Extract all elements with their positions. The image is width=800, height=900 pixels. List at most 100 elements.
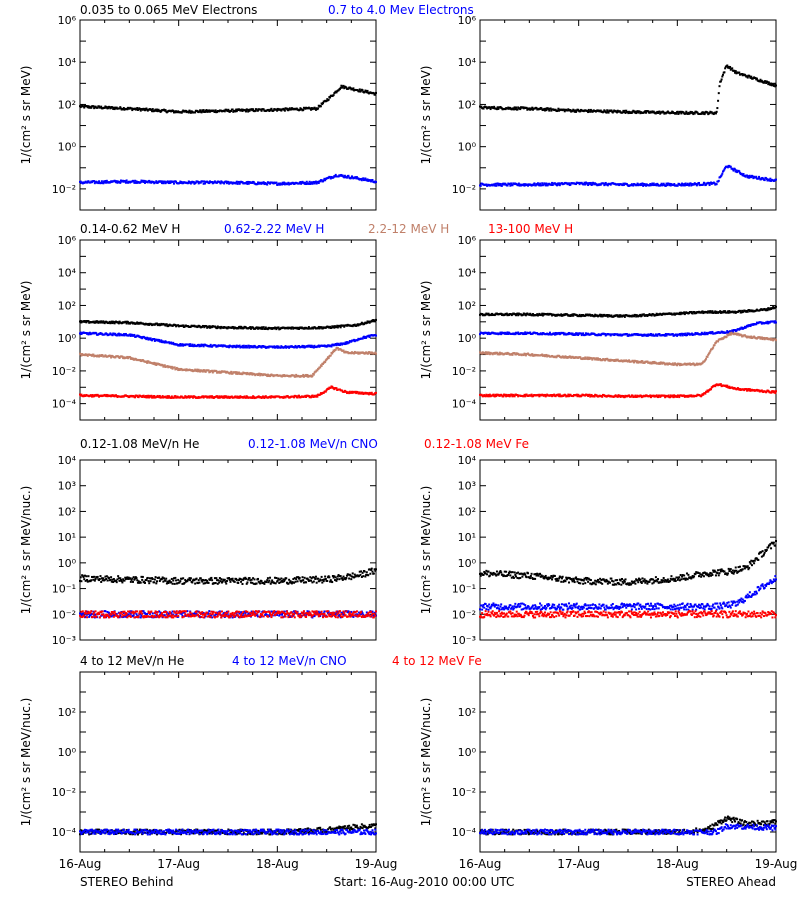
data-point	[737, 332, 740, 335]
data-point	[555, 183, 558, 186]
data-point	[760, 178, 763, 181]
data-point	[190, 344, 193, 347]
data-point	[228, 396, 231, 399]
data-point	[142, 181, 145, 184]
data-point	[641, 334, 644, 337]
series-1	[79, 331, 377, 349]
data-point	[647, 334, 650, 337]
ytick-label: 10⁴	[58, 56, 77, 69]
data-point	[628, 359, 631, 362]
data-point	[260, 326, 263, 329]
data-point	[614, 394, 617, 397]
plot-grid: 0.035 to 0.065 MeV Electrons 0.7 to 4.0 M…	[19, 3, 797, 871]
data-point	[551, 184, 554, 187]
data-point	[690, 310, 693, 313]
data-point	[526, 108, 529, 111]
data-point	[308, 180, 311, 183]
data-point	[310, 346, 313, 349]
data-point	[678, 313, 681, 316]
data-point	[656, 334, 659, 337]
data-point	[488, 393, 491, 396]
data-point	[325, 100, 328, 103]
data-point	[248, 346, 251, 349]
data-point	[556, 182, 559, 185]
data-point	[498, 182, 501, 185]
data-point	[350, 340, 353, 343]
data-point	[675, 112, 678, 115]
data-point	[335, 344, 338, 347]
ytick-label: 10²	[58, 299, 76, 312]
data-point	[262, 108, 265, 111]
data-point	[117, 332, 120, 335]
data-point	[718, 85, 721, 88]
data-point	[168, 180, 171, 183]
data-point	[177, 369, 180, 372]
data-point	[223, 182, 226, 185]
data-point	[618, 315, 621, 318]
data-point	[760, 336, 763, 339]
data-point	[697, 181, 700, 184]
data-point	[566, 109, 569, 112]
data-point	[606, 109, 609, 112]
data-point	[596, 358, 599, 361]
data-point	[115, 181, 118, 184]
data-point	[91, 354, 94, 357]
data-point	[279, 346, 282, 349]
ytick-label: 10⁻⁴	[52, 398, 77, 411]
data-point	[691, 312, 694, 315]
data-point	[495, 395, 498, 398]
data-point	[584, 314, 587, 317]
data-point	[88, 331, 91, 334]
data-point	[242, 344, 245, 347]
data-point	[603, 109, 606, 112]
ytick-label: 10⁻²	[52, 183, 76, 196]
data-point	[302, 181, 305, 184]
data-point	[517, 314, 520, 317]
data-point	[714, 112, 717, 115]
data-point	[623, 314, 626, 317]
data-point	[491, 312, 494, 315]
data-point	[294, 375, 297, 378]
data-point	[504, 182, 507, 185]
data-point	[693, 363, 696, 366]
data-point	[360, 392, 363, 395]
data-point	[333, 350, 336, 353]
data-point	[245, 372, 248, 375]
series-0	[79, 84, 377, 114]
data-point	[639, 313, 642, 316]
data-point	[159, 340, 162, 343]
data-point	[231, 346, 234, 349]
data-point	[511, 395, 514, 398]
data-point	[263, 397, 266, 400]
data-point	[252, 346, 255, 349]
data-point	[649, 183, 652, 186]
series-0	[479, 64, 777, 116]
data-point	[331, 352, 334, 355]
data-point	[216, 395, 219, 398]
data-point	[519, 108, 522, 111]
data-point	[232, 326, 235, 329]
data-point	[247, 344, 250, 347]
data-point	[281, 181, 284, 184]
data-point	[748, 309, 751, 312]
data-point	[246, 108, 249, 111]
data-point	[275, 346, 278, 349]
data-point	[107, 106, 110, 109]
data-point	[226, 327, 229, 330]
data-point	[297, 327, 300, 330]
data-point	[172, 341, 175, 344]
ytick-label: 10²	[458, 98, 476, 111]
data-point	[320, 364, 323, 367]
data-point	[366, 178, 369, 181]
data-point	[219, 327, 222, 330]
data-point	[135, 108, 138, 111]
data-point	[544, 107, 547, 110]
data-point	[628, 394, 631, 397]
data-point	[651, 334, 654, 337]
data-point	[276, 183, 279, 186]
data-point	[193, 343, 196, 346]
data-point	[492, 393, 495, 396]
data-point	[221, 345, 224, 348]
data-point	[295, 373, 298, 376]
